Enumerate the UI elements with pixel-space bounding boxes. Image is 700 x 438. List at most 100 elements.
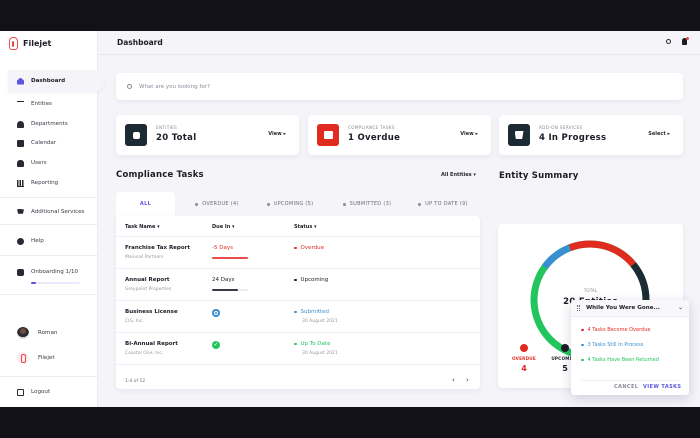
card-value: 20 Total [156,133,197,143]
sidebar-item-calendar[interactable]: Calendar [0,134,98,152]
view-compliance-link[interactable]: View ▸ [460,131,478,137]
search-icon [127,84,132,89]
entities-filter-dropdown[interactable]: All Entities ▾ [441,172,476,178]
due-in: 24 Days [212,277,235,283]
submitted-icon [212,309,220,317]
card-label: ENTITIES [156,125,178,130]
column-header-task-name[interactable]: Task Name ▾ [125,224,160,230]
tab-label: SUBMITTED (3) [349,201,392,207]
collapse-icon[interactable]: ⌄ [677,304,683,311]
home-icon [17,77,24,85]
bar-chart-icon [17,179,24,187]
column-header-status[interactable]: Status ▾ [294,224,317,230]
task-name: Annual Report [125,277,170,283]
tab-overdue[interactable]: OVERDUE (4) [181,192,253,216]
users-icon [17,159,24,167]
compliance-tasks-table: Task Name ▾ Due In ▾ Status ▾ Franchise … [116,216,480,389]
tab-submitted[interactable]: SUBMITTED (3) [329,192,405,216]
next-page-button[interactable]: › [466,376,469,384]
compliance-tasks-card: COMPLIANCE TASKS 1 Overdue View ▸ [308,115,491,155]
tab-up-to-date[interactable]: UP TO DATE (9) [406,192,480,216]
bell-icon[interactable] [682,38,687,45]
search-input[interactable] [139,83,639,90]
entities-icon [125,124,147,146]
entities-icon [17,100,24,108]
app-window: Filejet Dashboard Entities Departments C… [0,31,700,407]
search-icon[interactable] [666,39,671,44]
table-row[interactable]: Franchise Tax Report Mainsail Partners -… [116,236,480,268]
dot-icon [581,343,584,347]
tab-upcoming[interactable]: UPCOMING (5) [254,192,326,216]
help-icon [17,237,24,245]
avatar [17,327,29,339]
onboarding-progress [31,282,80,284]
divider [0,255,98,256]
sidebar-item-dashboard[interactable]: Dashboard [8,70,104,92]
sidebar-item-label: Users [31,160,47,166]
status-date: 30 August 2021 [302,351,338,356]
sidebar-item-label: Calendar [31,140,57,146]
popup-header[interactable]: While You Were Gone... [571,300,689,317]
dot-icon [195,202,199,206]
sidebar-item-help[interactable]: Help [0,232,98,250]
onboarding-icon [17,268,24,276]
table-row[interactable]: Business License CIG, Inc. Submitted 30 … [116,300,480,332]
page-title: Dashboard [117,38,163,47]
status: Submitted [294,309,329,315]
upcoming-icon [561,344,569,352]
view-entities-link[interactable]: View ▸ [268,131,286,137]
card-label: ADD-ON SERVICES [539,125,583,130]
task-entity: Coastal One, Inc. [125,351,164,356]
task-name: Franchise Tax Report [125,245,190,251]
logo[interactable]: Filejet [9,37,51,50]
account-roman[interactable]: Roman [0,324,98,342]
avatar [17,352,29,364]
compliance-tabs: ALL OVERDUE (4) UPCOMING (5) SUBMITTED (… [116,192,480,216]
calendar-icon [17,139,24,147]
stat-upcoming[interactable]: UPCOMING 5 [545,344,585,373]
popup-item-in-process[interactable]: 3 Tasks Still In Process [581,342,643,348]
entity-summary-title: Entity Summary [499,171,579,181]
calendar-icon [317,124,339,146]
sidebar-item-entities[interactable]: Entities [0,95,98,113]
divider [0,224,98,225]
card-value: 4 In Progress [539,133,607,143]
table-row[interactable]: Bi-Annual Report Coastal One, Inc. ✓ Up … [116,332,480,364]
task-entity: Mainsail Partners [125,255,164,260]
prev-page-button[interactable]: ‹ [452,376,455,384]
card-label: COMPLIANCE TASKS [348,125,395,130]
entities-card: ENTITIES 20 Total View ▸ [116,115,299,155]
drag-handle-icon[interactable] [577,305,580,311]
sidebar-item-onboarding[interactable]: Onboarding 1/10 [0,263,98,281]
popup-item-returned[interactable]: 4 Tasks Have Been Returned [581,357,659,363]
table-row[interactable]: Annual Report Greypoint Properties 24 Da… [116,268,480,300]
sidebar-item-label: Help [31,238,44,244]
select-services-link[interactable]: Select ▸ [648,131,670,137]
task-entity: CIG, Inc. [125,319,144,324]
sidebar-item-reporting[interactable]: Reporting [0,174,98,192]
stat-value: 4 [521,364,527,373]
cart-icon [17,208,24,214]
global-search [116,73,683,100]
popup-item-overdue[interactable]: 4 Tasks Become Overdue [581,327,650,333]
sidebar-item-users[interactable]: Users [0,154,98,172]
stat-overdue[interactable]: OVERDUE 4 [504,344,544,373]
view-tasks-button[interactable]: VIEW TASKS [643,384,682,390]
sidebar-item-label: Departments [31,121,68,127]
divider [116,364,480,365]
column-header-due-in[interactable]: Due In ▾ [212,224,235,230]
dot-icon [342,202,346,206]
account-filejet[interactable]: Filejet [0,349,98,367]
sidebar-item-departments[interactable]: Departments [0,115,98,133]
due-progress [212,257,248,259]
stat-label: OVERDUE [512,356,536,361]
sidebar-item-additional-services[interactable]: Additional Services [0,203,98,221]
tab-all[interactable]: ALL [116,192,175,216]
divider [0,197,98,198]
logout-button[interactable]: Logout [0,383,98,401]
sidebar-item-label: Reporting [31,180,59,186]
sidebar-item-label: Onboarding 1/10 [31,269,79,275]
cart-icon [508,124,530,146]
cancel-button[interactable]: CANCEL [614,384,639,390]
popup-title: While You Were Gone... [586,305,660,311]
